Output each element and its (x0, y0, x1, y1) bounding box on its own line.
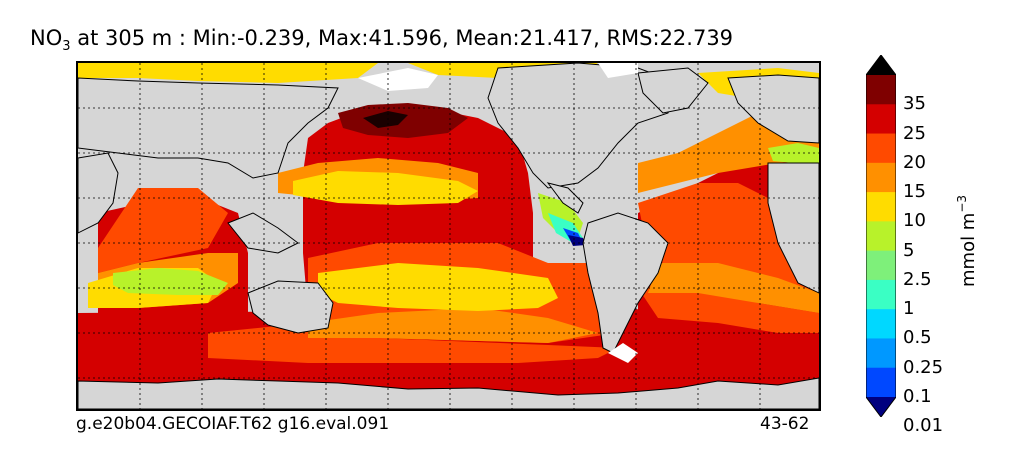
colorbar-tick-label: 20 (903, 151, 926, 173)
colorbar-tick-label: 10 (903, 210, 926, 232)
colorbar-tick-label: 25 (903, 122, 926, 144)
south-pacific-lightorange (308, 308, 598, 343)
colorbar-segment (866, 75, 896, 105)
svg-text:mmol m−3: mmol m−3 (955, 195, 979, 287)
run-identifier: g.e20b04.GECOIAF.T62 g16.eval.091 (76, 414, 390, 434)
colorbar-segment (866, 133, 896, 164)
colorbar-segment (866, 367, 896, 398)
colorbar-segment (866, 250, 896, 281)
north-pacific-yellow (293, 171, 478, 205)
colorbar-segment (866, 309, 896, 339)
map-panel (76, 61, 821, 411)
antarctic-ice (608, 343, 638, 363)
arctic-ice (358, 68, 438, 91)
title-variable: NO (30, 26, 63, 50)
colorbar-segment (866, 104, 896, 135)
colorbar-tick-label: 15 (903, 181, 926, 203)
australia-land (247, 280, 334, 334)
south-atlantic-orange (638, 283, 819, 333)
colorbar-tick-label: 2.5 (903, 268, 932, 290)
europe-land (727, 74, 819, 144)
ocean-map (78, 63, 819, 409)
eastern-pacific-navy (568, 235, 586, 246)
africa-east-land (767, 162, 819, 294)
colorbar-segment (866, 192, 896, 222)
colorbar-bottom-arrow (866, 397, 896, 417)
arctic-yellow (78, 63, 378, 83)
colorbar-segment (866, 162, 896, 193)
map-grid (78, 63, 819, 409)
north-pacific-maroon (338, 103, 468, 138)
colorbar-tick-label: 35 (903, 93, 926, 115)
colorbar-tick-label: 0.1 (903, 386, 932, 407)
units-text: mmol m (958, 213, 979, 287)
indian-orange (98, 188, 228, 273)
units-exponent: −3 (955, 195, 969, 213)
colorbar (866, 55, 896, 417)
south-pacific-yellow (318, 263, 558, 311)
colorbar-top-arrow (866, 55, 896, 75)
title-subscript: 3 (62, 39, 71, 55)
colorbar-segment (866, 221, 896, 252)
north-pacific-black (363, 111, 408, 128)
central-america-land (546, 182, 584, 214)
colorbar-segment (866, 279, 896, 310)
colorbar-segment (866, 338, 896, 369)
colorbar-tick-label: 1 (903, 298, 915, 320)
colorbar-segments (866, 55, 896, 417)
units-label: mmol m−3 (950, 185, 990, 295)
colorbar-tick-label: 0.01 (903, 415, 944, 437)
antarctica-land (78, 377, 819, 409)
arctic-ice-2 (598, 63, 638, 78)
title-stats: at 305 m : Min:-0.239, Max:41.596, Mean:… (70, 26, 734, 50)
year-range: 43-62 (760, 414, 810, 434)
colorbar-tick-label: 0.25 (903, 356, 944, 378)
colorbar-tick-label: 5 (903, 239, 915, 261)
plot-title: NO3 at 305 m : Min:-0.239, Max:41.596, M… (30, 26, 733, 54)
colorbar-tick-label: 0.5 (903, 327, 932, 349)
